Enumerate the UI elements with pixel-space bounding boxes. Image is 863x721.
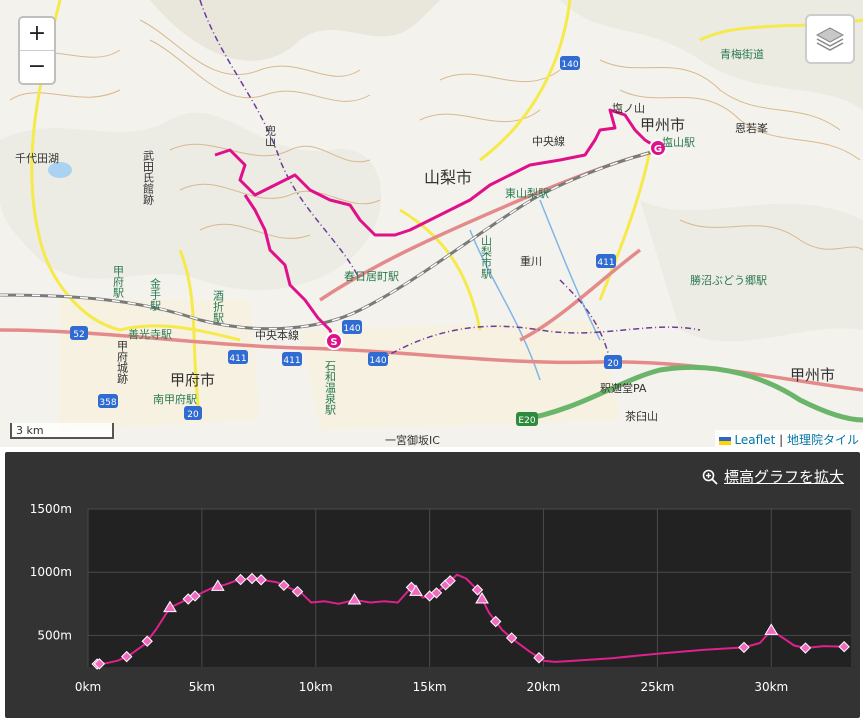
label-kabutoyama: 兜山 xyxy=(264,124,277,147)
goal-marker-label: G xyxy=(654,144,662,155)
goal-marker[interactable]: G xyxy=(649,139,667,157)
route-358: 358 xyxy=(99,398,116,408)
start-marker[interactable]: S xyxy=(325,332,343,350)
map-tiles: S G 山梨市 甲州市 甲州市 甲府市 千代田湖 武田氏館跡 東山梨駅 春日居町… xyxy=(0,0,863,447)
label-koshu-shi: 甲州市 xyxy=(640,116,685,134)
label-kasugaicho: 春日居町駅 xyxy=(344,270,399,283)
route-20-b: 20 xyxy=(607,359,619,369)
summit-triangle xyxy=(409,584,423,596)
label-yamanashishi-eki: 山梨市駅 xyxy=(480,235,493,280)
summit-triangle xyxy=(163,600,177,613)
waypoint-diamond xyxy=(444,575,456,587)
elevation-chart: 0km 5km 10km 15km 20km 25km 30km 500m 1000m 1500m xyxy=(30,502,851,694)
waypoint-diamond xyxy=(799,642,812,654)
x-tick-label: 20km xyxy=(527,680,561,694)
plot-area xyxy=(88,509,851,667)
scale-label: 3 km xyxy=(16,424,44,437)
summit-triangle xyxy=(347,593,362,605)
waypoint-diamond xyxy=(533,652,545,664)
tiles-link[interactable]: 地理院タイル xyxy=(786,433,859,447)
summit-triangle xyxy=(475,592,489,604)
route-411-c: 411 xyxy=(597,258,614,268)
waypoint-diamond xyxy=(234,573,247,586)
route-411-a: 411 xyxy=(229,354,246,364)
route-411-b: 411 xyxy=(283,356,300,366)
map-attribution: Leaflet | 地理院タイル xyxy=(715,430,863,447)
label-ichinomiya-ic: 一宮御坂IC xyxy=(385,433,440,447)
waypoint-diamond xyxy=(430,587,443,599)
route-140-a: 140 xyxy=(561,60,578,70)
x-tick-label: 30km xyxy=(754,680,788,694)
waypoint-diamond xyxy=(738,641,750,654)
label-koshu-shi-2: 甲州市 xyxy=(790,366,835,384)
label-enzan: 塩山駅 xyxy=(662,135,695,149)
label-kofu-eki: 甲府駅 xyxy=(112,265,125,299)
x-tick-label: 5km xyxy=(189,680,215,694)
elevation-panel: 標高グラフを拡大 0km 5km 10km 15km 20km 25km 30km 500m 1… xyxy=(5,452,860,718)
label-isawa: 石和温泉駅 xyxy=(324,360,337,416)
label-kofujoseki: 甲府城跡 xyxy=(116,340,129,385)
summit-triangle xyxy=(764,623,779,635)
label-kofu-shi: 甲府市 xyxy=(170,371,215,389)
leaflet-link[interactable]: Leaflet xyxy=(734,433,776,447)
waypoint-diamond xyxy=(189,590,201,602)
expand-graph-label: 標高グラフを拡大 xyxy=(723,468,844,486)
ukraine-flag-icon xyxy=(719,436,732,445)
waypoint-diamond xyxy=(278,579,290,592)
layers-icon xyxy=(815,27,845,51)
label-chausuyama: 茶臼山 xyxy=(625,409,658,423)
waypoint-diamond xyxy=(505,632,518,644)
label-minamikofu: 南甲府駅 xyxy=(153,392,197,406)
label-shakado-pa: 釈迦堂PA xyxy=(600,382,647,395)
y-tick-label: 1000m xyxy=(30,565,72,579)
scale-bar: 3 km xyxy=(10,423,114,439)
route-140-c: 140 xyxy=(369,356,386,366)
label-zenkoji: 善光寺駅 xyxy=(128,327,172,341)
waypoint-diamond xyxy=(489,615,502,628)
waypoint-diamond xyxy=(838,641,850,653)
label-higashiyamanashi: 東山梨駅 xyxy=(505,186,549,200)
x-tick-label: 15km xyxy=(413,680,447,694)
route-140-b: 140 xyxy=(343,324,360,334)
waypoint-diamond xyxy=(121,650,133,663)
label-chuo-line-2: 中央線 xyxy=(532,134,565,148)
waypoint-diamond xyxy=(141,635,153,647)
map-place-labels: 山梨市 甲州市 甲州市 甲府市 千代田湖 武田氏館跡 東山梨駅 春日居町駅 山梨… xyxy=(15,47,835,447)
zoom-control: + − xyxy=(18,16,56,85)
label-kanate: 金手駅 xyxy=(149,277,162,312)
label-takeda: 武田氏館跡 xyxy=(142,150,155,206)
waypoint-diamond xyxy=(291,585,304,598)
label-katsunuma: 勝沼ぶどう郷駅 xyxy=(690,273,767,287)
label-sakaori: 酒折駅 xyxy=(212,290,225,324)
route-20-a: 20 xyxy=(187,410,199,420)
summit-triangle xyxy=(210,579,225,591)
label-ome-kaido: 青梅街道 xyxy=(720,47,764,61)
label-yamanashi-shi: 山梨市 xyxy=(424,168,472,187)
map-view[interactable]: S G 山梨市 甲州市 甲州市 甲府市 千代田湖 武田氏館跡 東山梨駅 春日居町… xyxy=(0,0,863,447)
x-tick-label: 0km xyxy=(75,680,101,694)
expand-graph-link[interactable]: 標高グラフを拡大 xyxy=(702,466,844,487)
y-tick-label: 500m xyxy=(37,628,72,642)
waypoint-diamond xyxy=(471,584,484,596)
zoom-out-button[interactable]: − xyxy=(20,50,54,83)
start-marker-label: S xyxy=(330,337,337,348)
waypoint-diamond xyxy=(246,572,258,585)
route-52: 52 xyxy=(73,330,84,340)
waypoint-diamond xyxy=(255,574,267,586)
route-e20: E20 xyxy=(518,416,535,426)
zoom-in-button[interactable]: + xyxy=(27,21,47,46)
label-chuo-line: 中央本線 xyxy=(255,328,299,342)
label-omokawa: 重川 xyxy=(520,254,542,268)
layers-button[interactable] xyxy=(805,14,855,64)
x-tick-label: 25km xyxy=(640,680,674,694)
label-chiyodako: 千代田湖 xyxy=(15,152,59,165)
label-onjakumine: 恩若峯 xyxy=(735,122,768,135)
waypoint-diamond xyxy=(93,658,106,670)
route-shields: 52 140 140 140 411 411 411 358 20 20 E20 xyxy=(70,56,622,426)
label-shionoyama: 塩ノ山 xyxy=(612,101,645,115)
y-tick-label: 1500m xyxy=(30,502,72,516)
attribution-separator: | xyxy=(775,433,787,447)
x-tick-label: 10km xyxy=(299,680,333,694)
zoom-in-icon xyxy=(702,469,718,485)
